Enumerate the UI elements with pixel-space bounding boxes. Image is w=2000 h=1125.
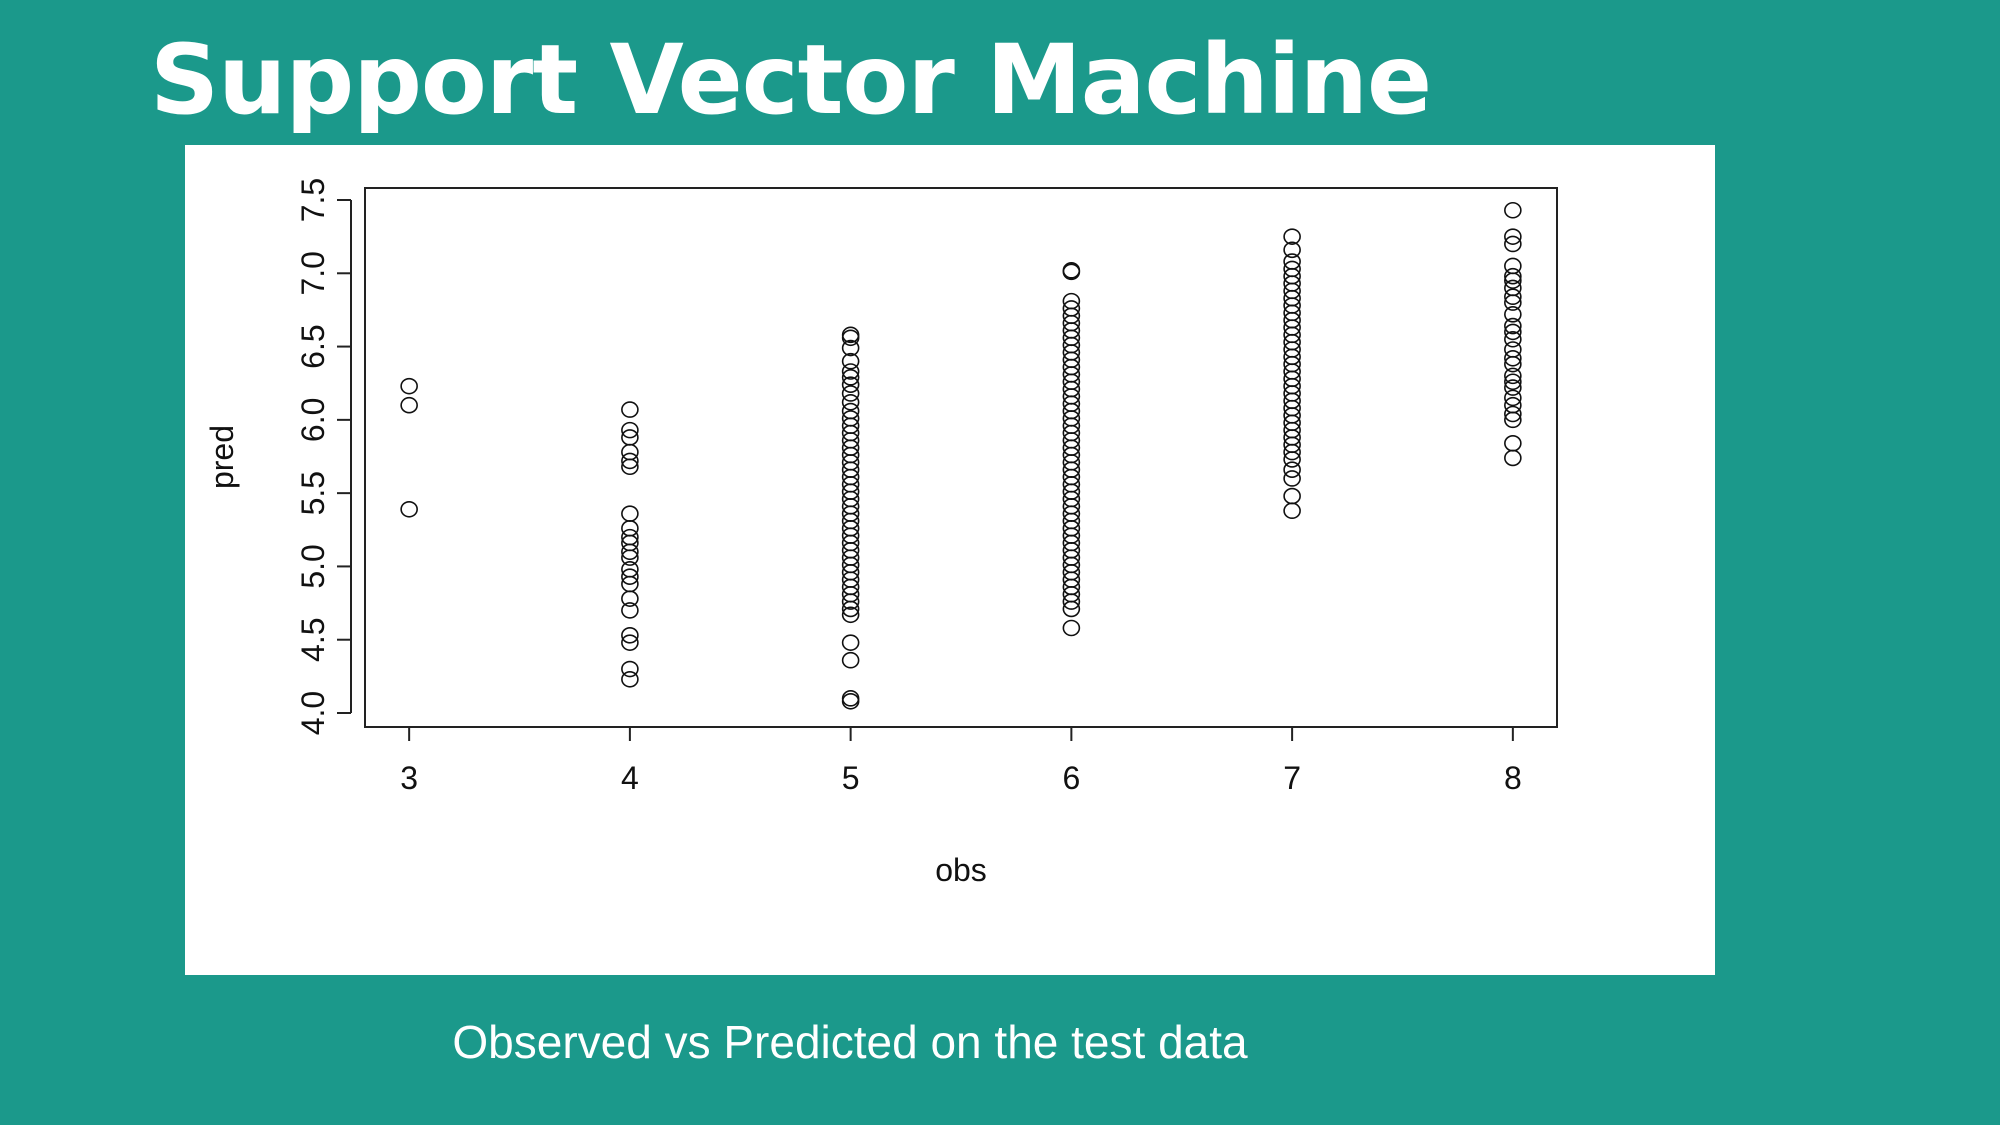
data-point [841,376,860,393]
data-point [841,606,860,624]
data-point [1504,405,1522,423]
data-point [1504,294,1522,311]
data-point [1504,228,1522,245]
data-point [1504,235,1522,253]
data-point [1283,241,1301,259]
data-point [400,396,418,414]
data-point [400,377,418,395]
data-point [1504,330,1522,348]
data-point [621,549,639,566]
data-point [621,590,639,607]
data-point [1062,619,1081,637]
data-point [841,339,860,357]
data-point [1504,435,1522,452]
data-point [621,602,639,619]
x-tick-label: 6 [1062,760,1080,796]
data-point [841,634,860,651]
y-axis: 4.0 4.5 5.0 5.5 6.0 6.5 7.0 7.5 [295,178,352,735]
data-point [621,401,639,418]
data-point [621,568,639,585]
data-point [841,600,860,618]
data-point [1504,267,1522,285]
data-point [1283,470,1301,487]
data-point [1283,502,1301,520]
data-point [621,627,639,644]
data-point [1504,288,1522,306]
data-point [841,352,860,370]
scatter-plot: 3 4 5 6 7 8 4.0 4.5 5.0 5.5 6.0 6.5 7.0 7.5 obs pred [204,178,1558,888]
x-axis-label: obs [935,852,987,888]
plot-panel: 3 4 5 6 7 8 4.0 4.5 5.0 5.5 6.0 6.5 7.0 7.5 obs pred [185,145,1715,975]
data-point [621,505,639,522]
y-tick-label: 4.0 [295,691,331,735]
data-point [1504,411,1522,429]
data-point [1062,263,1081,281]
data-point [1504,355,1522,373]
data-point [841,369,860,386]
data-point [841,385,860,402]
data-point [1283,228,1301,245]
data-point [841,329,860,347]
x-tick-label: 5 [842,760,860,796]
y-axis-label: pred [204,425,240,489]
data-point [1504,389,1522,407]
data-point [1283,451,1301,468]
slide-title: Support Vector Machine [150,24,1432,136]
data-point [621,660,639,678]
data-point [1504,373,1522,391]
slide-caption: Observed vs Predicted on the test data [452,1016,1248,1068]
data-point [621,670,639,688]
data-point [1504,201,1522,219]
data-point [841,692,860,710]
data-point [1504,449,1522,467]
data-point [621,452,639,470]
data-point [621,520,639,537]
data-point [1504,379,1522,396]
x-axis: 3 4 5 6 7 8 [400,726,1522,796]
x-tick-label: 8 [1504,760,1522,796]
y-tick-label: 7.0 [295,251,331,295]
y-tick-label: 5.0 [295,544,331,588]
x-tick-label: 4 [621,760,639,796]
data-point [1504,272,1522,289]
y-tick-label: 6.0 [295,398,331,442]
data-point [1062,600,1081,618]
data-point [1504,317,1522,335]
data-point [1504,349,1522,367]
data-point [1504,306,1522,323]
data-point [1062,593,1081,610]
data-point [621,634,639,651]
data-point [841,651,860,669]
data-point [1504,341,1522,358]
data-point [841,393,860,411]
data-point [841,593,860,610]
x-tick-label: 7 [1283,760,1301,796]
data-point [1504,323,1522,341]
data-point [1283,461,1301,478]
data-point [841,363,860,380]
y-tick-label: 7.5 [295,178,331,222]
data-point [1504,367,1522,385]
y-tick-label: 6.5 [295,324,331,368]
data-point [621,543,639,561]
plot-frame [364,187,1558,728]
y-tick-label: 4.5 [295,617,331,661]
data-point [400,500,418,518]
data-point [1283,443,1301,461]
data-point [621,421,639,439]
data-points [400,201,1522,710]
data-point [1283,487,1301,505]
y-tick-label: 5.5 [295,471,331,515]
x-tick-label: 3 [400,760,418,796]
data-point [621,443,639,461]
data-point [621,458,639,476]
